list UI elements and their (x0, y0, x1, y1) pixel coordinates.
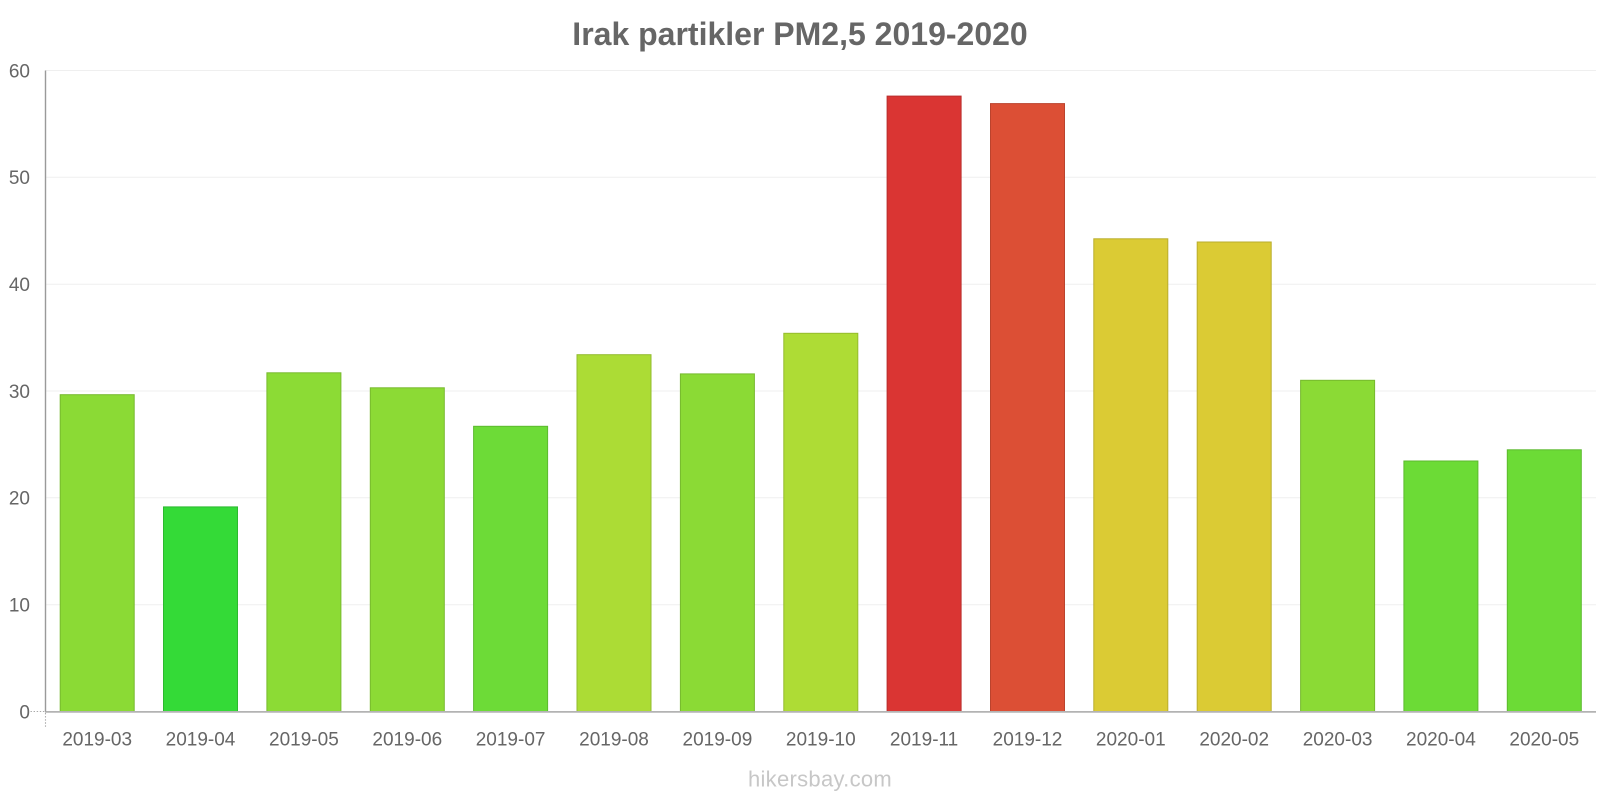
svg-text:2019-05: 2019-05 (269, 730, 339, 751)
svg-text:10: 10 (9, 596, 30, 617)
svg-text:2019-09: 2019-09 (683, 730, 753, 751)
svg-text:30: 30 (9, 382, 30, 403)
svg-text:2020-03: 2020-03 (1303, 730, 1373, 751)
svg-text:2019-06: 2019-06 (372, 730, 442, 751)
svg-text:2019-07: 2019-07 (476, 730, 546, 751)
svg-text:2020-02: 2020-02 (1199, 730, 1269, 751)
svg-text:0: 0 (19, 702, 30, 723)
svg-text:2019-04: 2019-04 (166, 730, 236, 751)
svg-text:50: 50 (9, 168, 30, 189)
svg-text:2019-03: 2019-03 (62, 730, 132, 751)
svg-text:40: 40 (9, 275, 30, 296)
svg-text:2020-05: 2020-05 (1509, 730, 1579, 751)
svg-text:20: 20 (9, 489, 30, 510)
svg-text:60: 60 (9, 61, 30, 82)
svg-text:2019-11: 2019-11 (890, 730, 958, 751)
svg-text:Irak partikler PM2,5 2019-2020: Irak partikler PM2,5 2019-2020 (572, 16, 1027, 52)
svg-text:2020-01: 2020-01 (1096, 730, 1166, 751)
svg-text:2019-12: 2019-12 (993, 730, 1063, 751)
svg-text:2019-08: 2019-08 (579, 730, 649, 751)
svg-text:hikersbay.com: hikersbay.com (748, 766, 892, 791)
svg-text:2020-04: 2020-04 (1406, 730, 1476, 751)
svg-text:2019-10: 2019-10 (786, 730, 856, 751)
